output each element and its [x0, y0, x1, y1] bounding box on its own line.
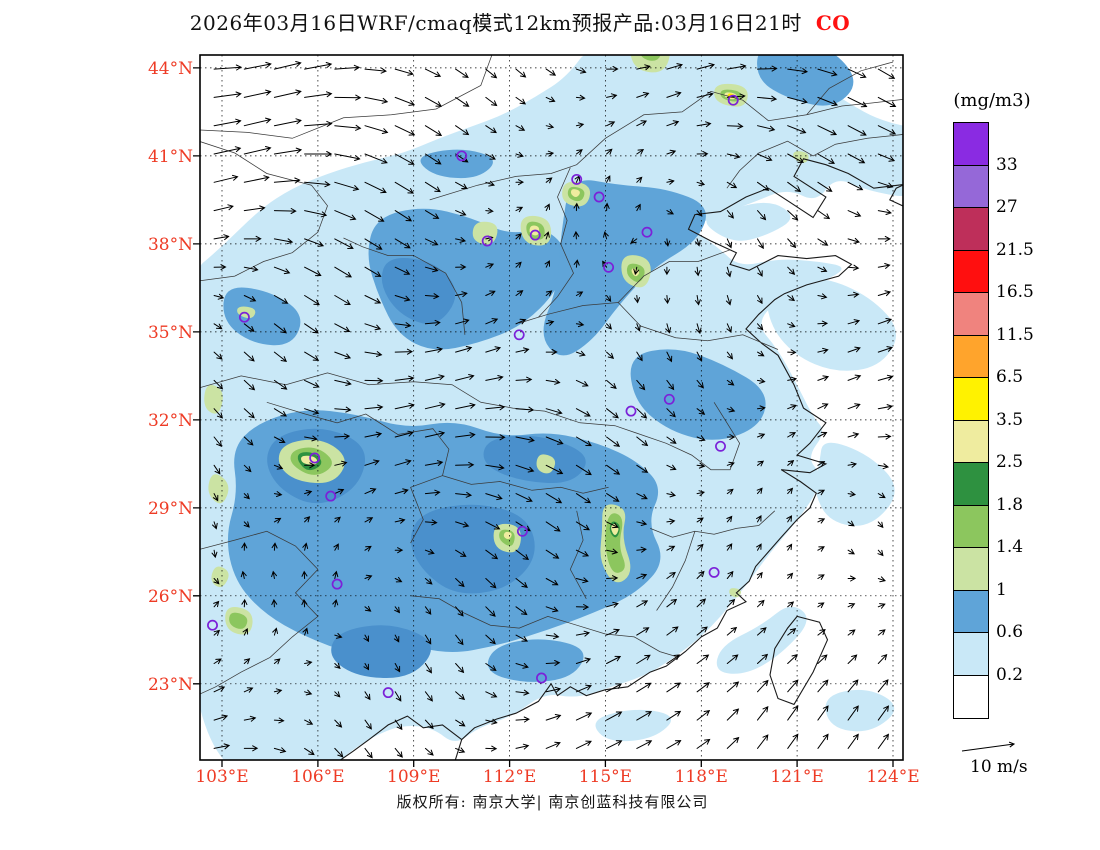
colorbar-cell: [954, 123, 988, 166]
station-marker: [663, 393, 675, 405]
lon-axis-label: 103°E: [195, 767, 248, 787]
axis-ticks: [193, 67, 894, 767]
lon-axis-label: 112°E: [483, 767, 536, 787]
wind-vector-field: [211, 61, 897, 759]
colorbar-level-label: 3.5: [996, 409, 1024, 430]
chart-title-text: 2026年03月16日WRF/cmaq模式12km预报产品:03月16日21时: [189, 11, 802, 35]
station-marker: [481, 235, 493, 247]
station-marker: [571, 173, 583, 185]
species-label: CO: [815, 11, 851, 35]
station-marker: [331, 578, 343, 590]
station-marker: [309, 452, 321, 464]
lat-axis-label: 32°N: [148, 411, 193, 431]
colorbar-level-label: 27: [996, 197, 1018, 217]
colorbar-level-label: 16.5: [996, 282, 1034, 302]
station-marker: [603, 261, 615, 273]
station-marker: [641, 226, 653, 238]
colorbar-cell: [954, 208, 988, 251]
station-marker: [382, 687, 394, 699]
province-border: [656, 531, 696, 611]
lat-axis-label: 29°N: [148, 499, 193, 519]
colorbar-cell: [954, 675, 988, 718]
map-frame: [199, 54, 904, 761]
colorbar-cell: [954, 378, 988, 421]
colorbar-level-label: 11.5: [996, 324, 1034, 345]
coastline: [454, 158, 903, 760]
colorbar-level-label: 0.6: [996, 622, 1024, 642]
station-marker: [593, 191, 605, 203]
station-marker: [513, 329, 525, 341]
coastline: [339, 715, 463, 760]
colorbar-level-label: 1.8: [996, 494, 1024, 515]
lat-axis-label: 41°N: [148, 147, 193, 167]
station-marker: [625, 405, 637, 417]
lat-axis-label: 23°N: [148, 675, 193, 695]
co-concentration-field: [200, 55, 903, 760]
station-marker: [238, 311, 250, 323]
station-marker: [325, 490, 337, 502]
lat-axis-label: 44°N: [148, 59, 193, 79]
coastline: [889, 184, 903, 207]
province-border: [442, 475, 609, 494]
province-border: [200, 55, 493, 139]
colorbar-level-label: 33: [996, 154, 1018, 175]
station-markers: [207, 94, 739, 699]
station-marker: [516, 525, 528, 537]
province-border: [650, 510, 776, 538]
province-border: [617, 249, 731, 303]
province-border: [200, 141, 328, 282]
colorbar-unit-label: (mg/m3): [953, 90, 1031, 111]
province-border: [200, 372, 641, 435]
wind-scale-label: 10 m/s: [970, 757, 1028, 777]
lon-axis-label: 118°E: [675, 767, 728, 787]
province-border: [726, 134, 903, 189]
colorbar-cell: [954, 505, 988, 548]
province-border: [429, 90, 903, 201]
colorbar-level-label: 6.5: [996, 367, 1024, 387]
colorbar-level-label: 2.5: [996, 452, 1024, 472]
colorbar-cell: [954, 633, 988, 676]
colorbar-cell: [954, 420, 988, 463]
lat-axis-label: 35°N: [148, 323, 193, 343]
station-marker: [715, 440, 726, 452]
colorbar-cell: [954, 548, 988, 591]
lat-axis-label: 38°N: [148, 235, 193, 255]
station-marker: [708, 566, 720, 578]
station-marker: [529, 229, 541, 241]
province-border: [569, 510, 587, 599]
lon-axis-label: 115°E: [579, 767, 632, 787]
colorbar-cell: [954, 293, 988, 336]
lon-axis-label: 124°E: [866, 767, 919, 787]
lon-axis-label: 121°E: [770, 767, 823, 787]
colorbar-cell: [954, 335, 988, 378]
station-marker: [456, 150, 468, 162]
station-marker: [727, 94, 739, 106]
province-border: [640, 402, 741, 471]
lon-axis-label: 106°E: [291, 767, 344, 787]
lon-axis-label: 109°E: [387, 767, 440, 787]
colorbar-cell: [954, 463, 988, 506]
graticule-grid: [200, 55, 903, 760]
province-border: [806, 61, 894, 116]
colorbar: [953, 122, 989, 719]
colorbar-cell: [954, 590, 988, 633]
footer-credit: 版权所有: 南京大学| 南京创蓝科技有限公司: [396, 793, 709, 811]
wind-reference-arrow: [961, 741, 1016, 752]
province-border: [410, 595, 680, 658]
colorbar-level-label: 0.2: [996, 664, 1024, 685]
chart-title: 2026年03月16日WRF/cmaq模式12km预报产品:03月16日21时 C…: [0, 7, 1040, 36]
province-border: [519, 302, 779, 350]
colorbar-cell: [954, 250, 988, 293]
lat-axis-label: 26°N: [148, 587, 193, 607]
colorbar-level-label: 1: [996, 579, 1007, 600]
station-marker: [207, 619, 218, 631]
colorbar-level-label: 21.5: [996, 239, 1034, 260]
station-marker: [536, 672, 547, 684]
colorbar-cell: [954, 165, 988, 208]
colorbar-level-label: 1.4: [996, 537, 1024, 557]
